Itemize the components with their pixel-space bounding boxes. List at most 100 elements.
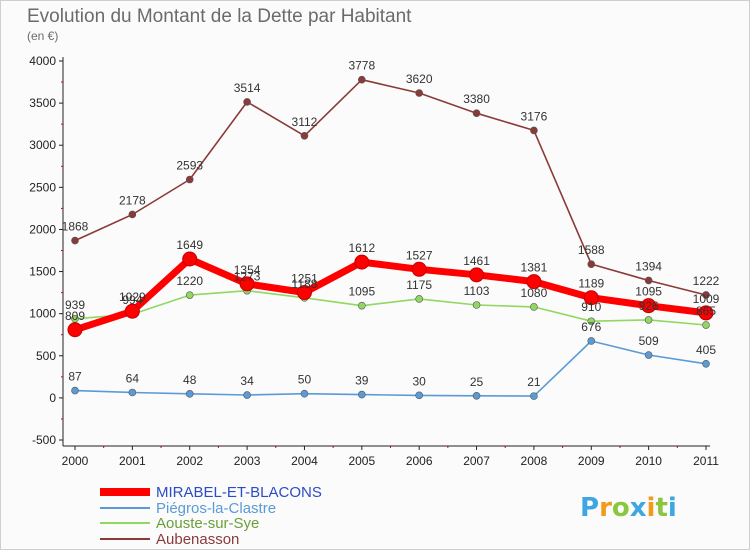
data-point (530, 303, 538, 311)
data-point (644, 276, 653, 285)
series-layer (67, 75, 714, 400)
data-point (358, 301, 366, 310)
data-label: 3778 (348, 59, 375, 73)
data-point (411, 261, 427, 277)
series-line-2 (74, 289, 707, 326)
data-label: 30 (413, 374, 427, 388)
data-label: 1095 (348, 285, 375, 299)
data-point (641, 298, 657, 314)
data-label: 1189 (578, 277, 604, 291)
x-tick-label: 2006 (406, 454, 433, 468)
data-point (472, 391, 481, 400)
data-point (243, 98, 251, 106)
data-label: 1188 (292, 277, 318, 291)
data-point (472, 301, 481, 309)
data-point (300, 389, 309, 398)
data-label: 1095 (635, 285, 662, 299)
data-label: 1381 (521, 261, 548, 275)
x-tick-label: 2001 (119, 454, 146, 468)
y-tick-label: 1500 (29, 265, 56, 279)
y-tick-label: -500 (32, 433, 56, 447)
data-point (71, 386, 79, 395)
x-tick-label: 2004 (291, 454, 318, 468)
data-point (644, 316, 653, 324)
logo-letter: t (655, 493, 667, 523)
data-point (415, 295, 423, 303)
data-label: 39 (355, 374, 369, 388)
y-tick-label: 0 (49, 391, 56, 405)
x-tick-label: 2005 (348, 454, 375, 468)
data-label: 1251 (291, 272, 318, 286)
data-point (300, 131, 309, 140)
data-point (644, 351, 653, 359)
data-point (358, 390, 366, 399)
data-label: 3380 (463, 92, 490, 106)
data-label: 2178 (119, 193, 146, 207)
data-label: 676 (581, 320, 601, 334)
data-label: 1175 (406, 278, 432, 292)
y-tick-label: 500 (36, 349, 56, 363)
data-point (67, 322, 83, 338)
data-label: 21 (527, 375, 541, 389)
data-point (358, 75, 366, 84)
data-point (583, 290, 599, 306)
data-label: 3620 (406, 72, 433, 86)
data-label: 939 (65, 298, 85, 312)
y-tick-label: 4000 (29, 54, 56, 68)
data-label: 34 (240, 374, 254, 388)
data-label: 1273 (234, 270, 261, 284)
legend-label: Aouste-sur-Sye (156, 515, 259, 532)
data-point (124, 303, 140, 319)
data-label: 1649 (176, 238, 203, 252)
data-label: 1394 (635, 259, 662, 273)
data-label: 926 (639, 299, 659, 313)
proxiti-logo: Proxiti (580, 493, 677, 523)
series-line-0 (73, 255, 707, 334)
data-point (185, 175, 194, 184)
data-label: 1220 (176, 274, 203, 288)
data-point (587, 317, 596, 326)
x-tick-label: 2009 (578, 454, 605, 468)
data-label: 1461 (463, 254, 490, 268)
data-point (296, 285, 312, 301)
x-tick-label: 2007 (463, 454, 490, 468)
data-label: 87 (68, 370, 82, 384)
data-label: 1103 (464, 284, 490, 298)
data-label: 1029 (119, 290, 146, 304)
data-label: 3176 (521, 109, 548, 123)
logo-letter: i (647, 493, 656, 523)
logo-letter: i (668, 493, 677, 523)
data-label: 25 (470, 375, 484, 389)
data-point (702, 359, 710, 368)
x-tick-label: 2008 (521, 454, 548, 468)
data-point (185, 390, 194, 398)
data-label: 994 (122, 293, 142, 307)
legend-label: MIRABEL-ET-BLACONS (156, 484, 322, 501)
series-line-3 (74, 78, 707, 296)
data-label: 1222 (693, 274, 720, 288)
data-label: 1354 (234, 263, 261, 277)
data-label: 809 (65, 309, 85, 323)
data-label: 64 (126, 371, 140, 385)
data-point (698, 305, 714, 321)
data-point (128, 210, 137, 219)
data-label: 1080 (521, 286, 548, 300)
data-point (526, 274, 542, 290)
data-point (530, 126, 538, 135)
axes: -500 0 500 1000 1500 2000 2500 3000 3500 4000 2000… (29, 54, 719, 468)
x-tick-label: 2000 (62, 454, 89, 468)
data-point (472, 109, 481, 118)
data-label: 50 (298, 373, 312, 387)
data-point (239, 276, 255, 292)
x-tick-label: 2003 (234, 454, 261, 468)
data-label: 48 (183, 373, 197, 387)
data-label: 1009 (693, 292, 720, 306)
data-point (702, 321, 710, 329)
data-label: 3514 (234, 81, 261, 95)
data-point (530, 392, 538, 400)
y-tick-label: 1000 (29, 307, 56, 321)
legend-label: Aubenasson (156, 531, 239, 548)
x-tick-label: 2011 (693, 454, 719, 468)
